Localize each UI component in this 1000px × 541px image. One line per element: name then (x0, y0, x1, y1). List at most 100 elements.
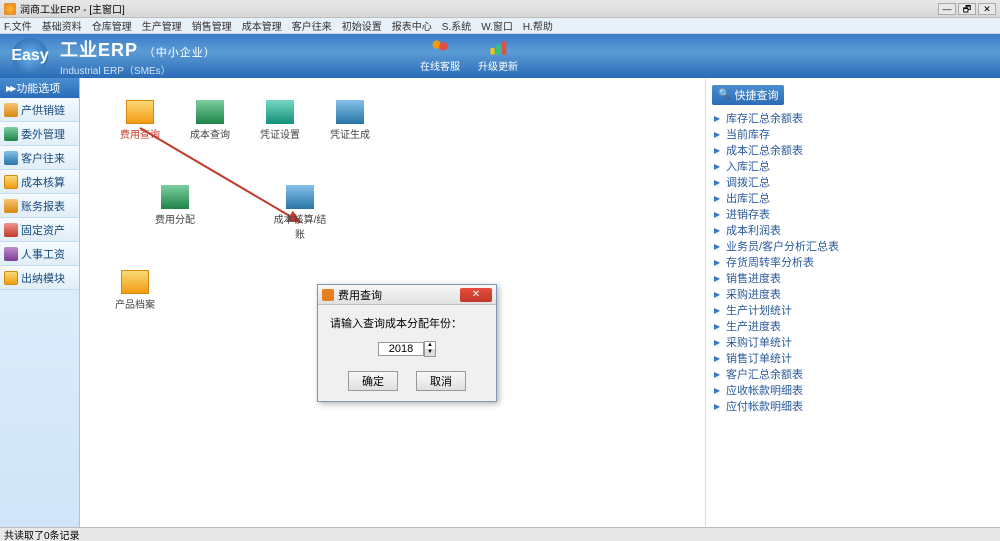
quick-link[interactable]: 成本利润表 (712, 223, 1000, 239)
menu-item[interactable]: W.窗口 (481, 18, 513, 33)
dialog-close-button[interactable]: ✕ (460, 288, 492, 302)
sidebar-item[interactable]: 委外管理 (0, 122, 79, 146)
node-icon (121, 270, 149, 294)
app-icon (4, 3, 16, 15)
sidebar-item-label: 客户往来 (21, 150, 65, 166)
quick-link[interactable]: 进销存表 (712, 207, 1000, 223)
year-dialog: 费用查询 ✕ 请输入查询成本分配年份： ▲▼ 确定 取消 (317, 284, 497, 402)
node-icon (161, 185, 189, 209)
menu-item[interactable]: 销售管理 (192, 18, 232, 33)
sidebar-item[interactable]: 固定资产 (0, 218, 79, 242)
quick-link[interactable]: 入库汇总 (712, 159, 1000, 175)
menu-item[interactable]: 初始设置 (342, 18, 382, 33)
maximize-button[interactable]: 🗗 (958, 3, 976, 15)
menu-bar: F.文件基础资料仓库管理生产管理销售管理成本管理客户往来初始设置报表中心 S.系统… (0, 18, 1000, 34)
sidebar-item-label: 出纳模块 (21, 270, 65, 286)
quick-link[interactable]: 销售进度表 (712, 271, 1000, 287)
quick-link[interactable]: 业务员/客户分析汇总表 (712, 239, 1000, 255)
workflow-node[interactable]: 费用分配 (145, 185, 205, 226)
sidebar-item[interactable]: 成本核算 (0, 170, 79, 194)
workflow-node[interactable]: 凭证生成 (320, 100, 380, 141)
sidebar-item[interactable]: 人事工资 (0, 242, 79, 266)
quick-link[interactable]: 生产计划统计 (712, 303, 1000, 319)
sidebar-item[interactable]: 出纳模块 (0, 266, 79, 290)
quick-link[interactable]: 客户汇总余额表 (712, 367, 1000, 383)
sidebar-item-label: 成本核算 (21, 174, 65, 190)
ok-button[interactable]: 确定 (348, 371, 398, 391)
node-label: 产品档案 (105, 296, 165, 311)
sidebar-item-label: 账务报表 (21, 198, 65, 214)
dialog-prompt: 请输入查询成本分配年份： (330, 315, 484, 331)
menu-item[interactable]: 成本管理 (242, 18, 282, 33)
sidebar-item-icon (4, 247, 18, 261)
brand-action[interactable]: 升级更新 (478, 38, 518, 73)
quick-link[interactable]: 当前库存 (712, 127, 1000, 143)
menu-item[interactable]: 生产管理 (142, 18, 182, 33)
sidebar: 功能选项 产供销链委外管理客户往来成本核算账务报表固定资产人事工资出纳模块 (0, 78, 80, 527)
workflow-node[interactable]: 凭证设置 (250, 100, 310, 141)
quick-link[interactable]: 调拨汇总 (712, 175, 1000, 191)
quick-link[interactable]: 库存汇总余额表 (712, 111, 1000, 127)
node-label: 成本核算/结账 (270, 211, 330, 241)
brand-action[interactable]: 在线客服 (420, 38, 460, 73)
brand-subtitle: Industrial ERP（SMEs） (60, 62, 216, 77)
window-titlebar: 润商工业ERP - [主窗口] — 🗗 ✕ (0, 0, 1000, 18)
sidebar-item-icon (4, 271, 18, 285)
sidebar-item-icon (4, 199, 18, 213)
sidebar-item-icon (4, 103, 18, 117)
node-label: 凭证设置 (250, 126, 310, 141)
sidebar-item-label: 产供销链 (21, 102, 65, 118)
quick-link[interactable]: 存货周转率分析表 (712, 255, 1000, 271)
menu-item[interactable]: S.系统 (442, 18, 471, 33)
sidebar-item[interactable]: 账务报表 (0, 194, 79, 218)
menu-item[interactable]: 基础资料 (42, 18, 82, 33)
quick-link[interactable]: 成本汇总余额表 (712, 143, 1000, 159)
node-icon (196, 100, 224, 124)
workflow-node[interactable]: 成本查询 (180, 100, 240, 141)
dialog-icon (322, 289, 334, 301)
brand-bar: Easy 工业ERP （中小企业） Industrial ERP（SMEs） 在… (0, 34, 1000, 78)
quick-link[interactable]: 采购进度表 (712, 287, 1000, 303)
year-input[interactable] (378, 342, 424, 356)
brand-suffix: （中小企业） (144, 47, 216, 59)
sidebar-item-icon (4, 223, 18, 237)
window-title: 润商工业ERP - [主窗口] (20, 1, 125, 16)
workflow-node[interactable]: 产品档案 (105, 270, 165, 311)
node-label: 成本查询 (180, 126, 240, 141)
sidebar-header: 功能选项 (0, 78, 79, 98)
sidebar-item[interactable]: 产供销链 (0, 98, 79, 122)
sidebar-item-label: 人事工资 (21, 246, 65, 262)
quick-link[interactable]: 销售订单统计 (712, 351, 1000, 367)
quick-header: 快捷查询 (712, 85, 784, 105)
sidebar-item-icon (4, 175, 18, 189)
quick-link[interactable]: 应付帐款明细表 (712, 399, 1000, 415)
sidebar-item-label: 委外管理 (21, 126, 65, 142)
workflow-node[interactable]: 费用查询 (110, 100, 170, 141)
menu-item[interactable]: 报表中心 (392, 18, 432, 33)
minimize-button[interactable]: — (938, 3, 956, 15)
sidebar-item-icon (4, 127, 18, 141)
menu-item[interactable]: F.文件 (4, 18, 32, 33)
close-button[interactable]: ✕ (978, 3, 996, 15)
workflow-node[interactable]: 成本核算/结账 (270, 185, 330, 241)
main-area: 费用查询 ✕ 请输入查询成本分配年份： ▲▼ 确定 取消 费用查询成本查询凭证设… (80, 78, 1000, 527)
quick-link[interactable]: 出库汇总 (712, 191, 1000, 207)
dialog-title: 费用查询 (338, 287, 382, 303)
sidebar-item-label: 固定资产 (21, 222, 65, 238)
node-icon (126, 100, 154, 124)
logo: Easy (0, 34, 60, 78)
menu-item[interactable]: 仓库管理 (92, 18, 132, 33)
sidebar-item[interactable]: 客户往来 (0, 146, 79, 170)
menu-item[interactable]: 客户往来 (292, 18, 332, 33)
status-text: 共读取了0条记录 (4, 527, 80, 541)
menu-item[interactable]: H.帮助 (523, 18, 553, 33)
quick-link[interactable]: 生产进度表 (712, 319, 1000, 335)
cancel-button[interactable]: 取消 (416, 371, 466, 391)
quick-link[interactable]: 采购订单统计 (712, 335, 1000, 351)
quick-panel: 快捷查询 库存汇总余额表当前库存成本汇总余额表入库汇总调拨汇总出库汇总进销存表成… (705, 78, 1000, 527)
status-bar: 共读取了0条记录 (0, 527, 1000, 541)
year-spinner[interactable]: ▲▼ (424, 341, 436, 357)
brand-title: 工业ERP (60, 40, 138, 60)
quick-link[interactable]: 应收帐款明细表 (712, 383, 1000, 399)
logo-circle: Easy (12, 38, 48, 74)
